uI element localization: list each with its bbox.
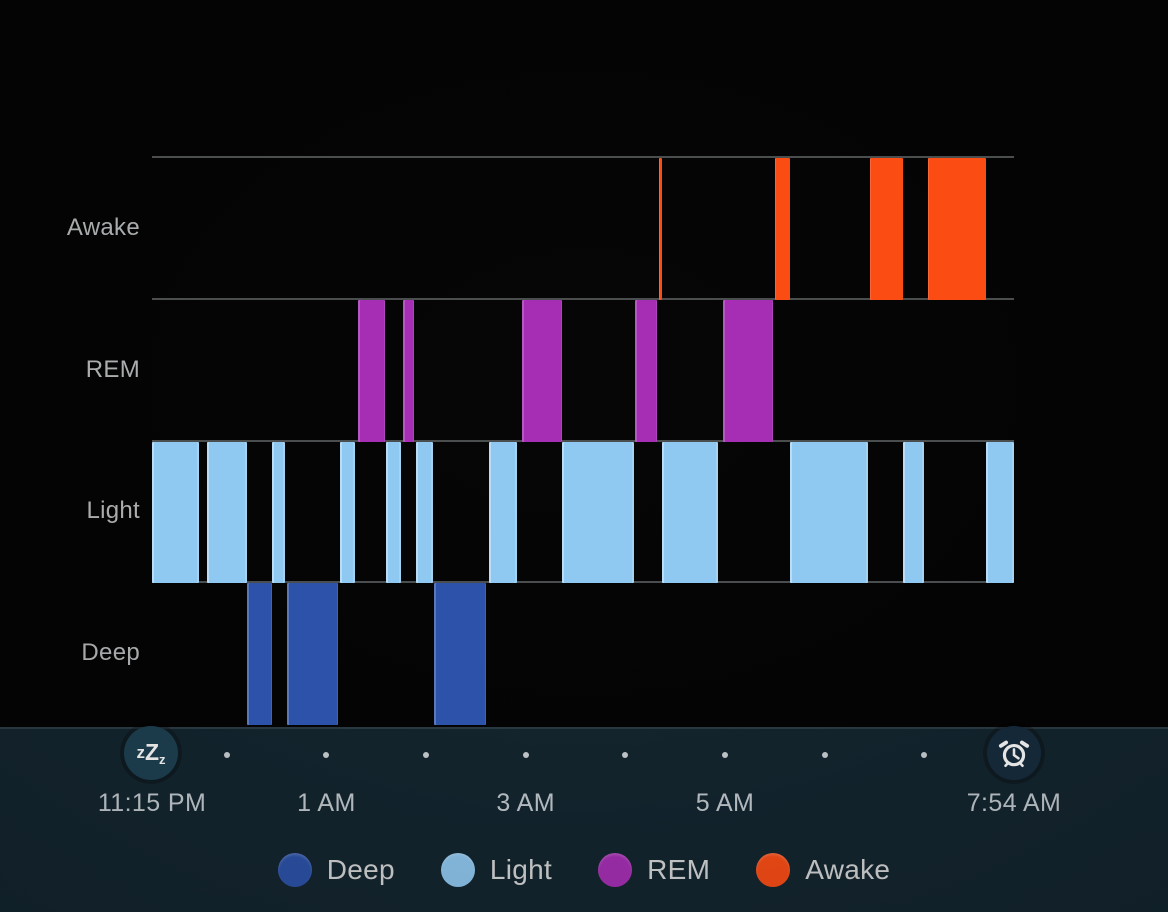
row-label-awake: Awake: [66, 213, 140, 241]
time-label: 1 AM: [297, 789, 356, 817]
sleep-segment-rem[interactable]: [723, 299, 774, 442]
sleep-segment-rem[interactable]: [357, 299, 385, 442]
sleep-segment-light[interactable]: [902, 441, 925, 584]
legend-item-awake: Awake: [756, 853, 890, 887]
sleep-segment-light[interactable]: [206, 441, 247, 584]
hour-dot: [323, 752, 330, 758]
plot-area[interactable]: [152, 156, 1014, 725]
sleep-segment-awake[interactable]: [658, 158, 662, 300]
sleep-segment-deep[interactable]: [434, 583, 486, 725]
sleep-segment-rem[interactable]: [522, 299, 563, 442]
sleep-segment-light[interactable]: [386, 441, 402, 584]
sleep-segment-awake[interactable]: [927, 158, 986, 300]
sleep-segment-light[interactable]: [152, 441, 199, 584]
gridline: [152, 156, 1014, 158]
sleep-segment-awake[interactable]: [774, 158, 790, 300]
sleep-segment-rem[interactable]: [402, 299, 415, 442]
time-label: 5 AM: [695, 789, 755, 817]
sleep-segment-deep[interactable]: [246, 583, 272, 725]
sleep-segment-light[interactable]: [416, 441, 433, 584]
hour-dot: [223, 752, 230, 758]
hour-dot: [522, 752, 529, 758]
zzz-letter: z: [159, 751, 166, 767]
sleep-segment-deep[interactable]: [286, 583, 339, 725]
hour-dot: [821, 752, 828, 758]
legend-label: Deep: [326, 854, 395, 885]
hour-dot: [722, 752, 728, 758]
zzz-letter: z: [136, 742, 145, 762]
legend-color-dot: [440, 853, 475, 887]
legend-color-dot: [598, 853, 633, 887]
sleep-segment-light[interactable]: [661, 441, 719, 584]
row-label-light: Light: [86, 497, 140, 525]
legend-item-deep: Deep: [277, 853, 395, 887]
legend-color-dot: [756, 853, 791, 887]
legend-color-dot: [277, 853, 312, 887]
sleep-segment-light[interactable]: [489, 441, 518, 584]
gridline: [152, 439, 1014, 442]
hour-dot: [921, 752, 928, 758]
time-label: 7:54 AM: [966, 789, 1062, 817]
sleep-segment-light[interactable]: [339, 441, 355, 584]
legend-item-rem: REM: [598, 853, 710, 887]
sleep-segment-light[interactable]: [271, 441, 285, 584]
legend-item-light: Light: [440, 853, 553, 887]
sleep-segment-light[interactable]: [789, 441, 868, 584]
time-label: 11:15 PM: [97, 789, 207, 817]
sleep-hypnogram-chart: Awake REM Light Deep: [66, 156, 1014, 725]
legend-label: Awake: [805, 854, 891, 885]
time-label: 3 AM: [496, 789, 555, 817]
hour-dot: [423, 752, 430, 758]
legend: Deep Light REM Awake: [0, 853, 1168, 887]
sleep-segment-rem[interactable]: [635, 299, 657, 442]
hour-dot: [622, 752, 629, 758]
zzz-letter: Z: [144, 738, 160, 765]
alarm-clock-icon: [987, 726, 1041, 780]
legend-label: Light: [489, 854, 553, 885]
sleep-segment-light[interactable]: [562, 441, 634, 584]
alarm-clock-glyph: [998, 740, 1030, 768]
row-label-rem: REM: [85, 355, 140, 383]
sleep-segment-awake[interactable]: [869, 158, 903, 300]
legend-label: REM: [647, 854, 711, 885]
row-label-deep: Deep: [81, 639, 140, 667]
gridline: [152, 297, 1014, 300]
sleep-segment-light[interactable]: [985, 441, 1014, 584]
